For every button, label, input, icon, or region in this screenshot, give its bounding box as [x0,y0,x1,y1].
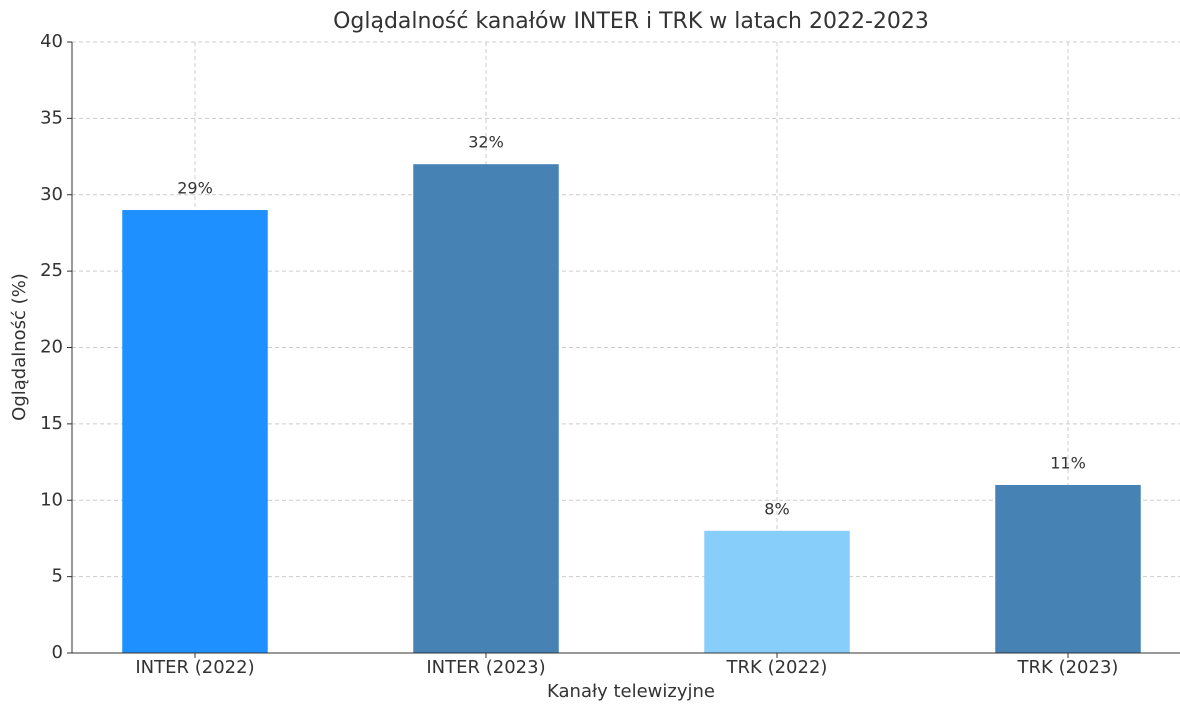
y-tick-label: 25 [40,260,63,281]
value-label: 29% [177,179,213,198]
y-tick-label: 35 [40,107,63,128]
value-label: 32% [468,133,504,152]
y-tick-label: 40 [40,31,63,52]
y-tick-label: 10 [40,489,63,510]
y-tick-label: 30 [40,184,63,205]
y-tick-label: 20 [40,337,63,358]
y-axis-label: Oglądalność (%) [9,273,30,421]
x-tick-label: INTER (2022) [135,657,254,678]
value-label: 8% [764,499,789,518]
bar [122,210,268,653]
y-tick-label: 15 [40,413,63,434]
chart-title: Oglądalność kanałów INTER i TRK w latach… [333,9,929,34]
x-tick-label: TRK (2022) [726,657,828,678]
bar [704,530,850,653]
y-tick-label: 0 [52,642,63,663]
value-label: 11% [1050,453,1086,472]
x-tick-label: TRK (2023) [1017,657,1119,678]
bar [413,164,559,653]
x-tick-label: INTER (2023) [426,657,545,678]
bar [995,484,1141,653]
x-axis-label: Kanały telewizyjne [547,681,715,702]
y-tick-label: 5 [52,566,63,587]
